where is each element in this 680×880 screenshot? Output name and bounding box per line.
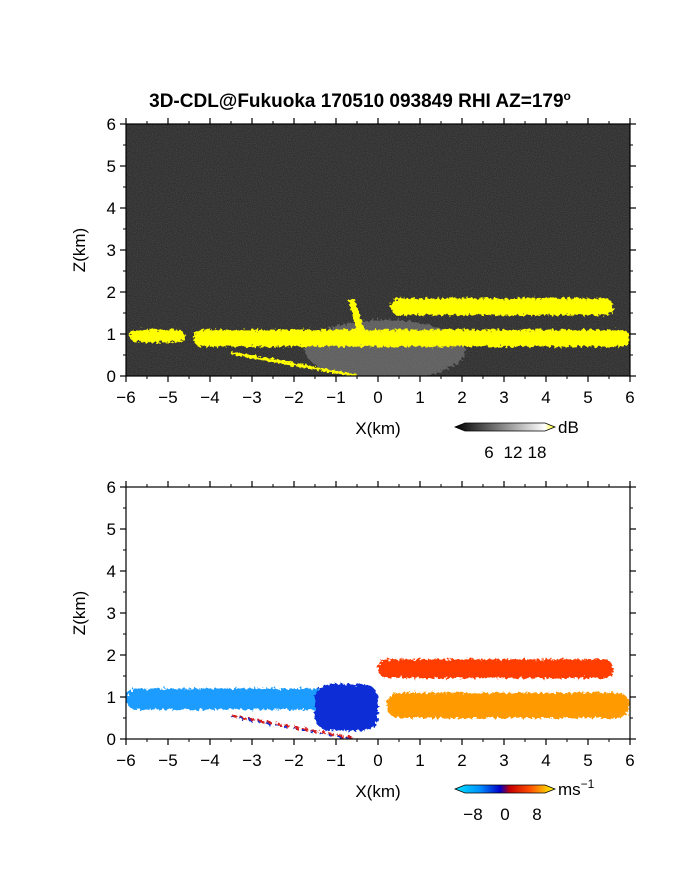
velocity-ytick-label: 3 [107,604,116,623]
snr-feature-aerosol-layer [390,298,614,316]
snr-colorbar-tick-label: 12 [504,443,523,462]
velocity-ytick-label: 0 [107,730,116,749]
snr-ytick-label: 6 [107,115,116,134]
velocity-xtick-label: −2 [284,751,303,770]
snr-colorbar-tick-label: 18 [528,443,547,462]
snr-xtick-label: −1 [326,388,345,407]
velocity-xtick-label: 6 [625,751,634,770]
snr-xtick-label: 5 [583,388,592,407]
velocity-colorbar-bar [453,784,557,794]
velocity-ytick-label: 4 [107,562,116,581]
velocity-panel: −6 −5 −4 −3 −2 −1 0 1 2 3 4 5 6 0 1 2 3 4 5 6 X(km) Z(km) m… [70,478,636,824]
snr-xlabel: X(km) [355,419,400,438]
snr-feature-ground-echo [230,351,358,376]
snr-xtick-label: 2 [457,388,466,407]
velocity-xtick-label: −3 [242,751,261,770]
velocity-colorbar-tick-label: 0 [500,805,509,824]
velocity-xtick-label: 3 [499,751,508,770]
snr-xtick-label: 0 [373,388,382,407]
velocity-feature-upper-layer [378,659,614,679]
snr-ylabel: Z(km) [70,228,89,272]
snr-colorbar-bar [453,422,557,432]
snr-xtick-label: 3 [499,388,508,407]
snr-ytick-label: 5 [107,157,116,176]
velocity-ytick-label: 5 [107,520,116,539]
snr-feature-western-patch [130,329,185,343]
snr-xtick-label: −4 [200,388,219,407]
snr-xtick-label: −2 [284,388,303,407]
velocity-feature-ground-echo-dash [230,715,358,739]
velocity-xtick-label: 1 [415,751,424,770]
snr-ytick-label: 0 [107,367,116,386]
snr-colorbar-unit: dB [558,418,579,437]
velocity-colorbar: ms−1 −8 0 8 [453,777,595,824]
velocity-colorbar-unit: ms−1 [558,777,595,799]
snr-xtick-label: −5 [158,388,177,407]
snr-xtick-label: 6 [625,388,634,407]
velocity-ylabel: Z(km) [70,591,89,635]
snr-colorbar-tick-label: 6 [484,443,493,462]
velocity-ytick-label: 2 [107,646,116,665]
velocity-xtick-label: −1 [326,751,345,770]
velocity-feature-core [315,684,378,731]
snr-xtick-label: 4 [541,388,550,407]
velocity-feature-west-layer [126,688,366,710]
velocity-xlabel: X(km) [355,782,400,801]
snr-feature-plume [348,298,366,334]
snr-ytick-label: 4 [107,199,116,218]
velocity-xtick-label: 5 [583,751,592,770]
snr-xtick-label: −6 [116,388,135,407]
snr-xtick-label: 1 [415,388,424,407]
velocity-xtick-label: 4 [541,751,550,770]
snr-ytick-label: 3 [107,241,116,260]
velocity-feature-lower-east-layer [386,692,630,718]
snr-ytick-label: 2 [107,283,116,302]
snr-colorbar: dB 6 12 18 [453,418,579,462]
velocity-colorbar-tick-label: 8 [532,805,541,824]
velocity-ytick-label: 6 [107,478,116,497]
velocity-xtick-label: −6 [116,751,135,770]
velocity-xtick-label: −4 [200,751,219,770]
snr-xtick-label: −3 [242,388,261,407]
snr-feature-low-layer [193,329,630,347]
velocity-ytick-label: 1 [107,688,116,707]
velocity-xtick-label: −5 [158,751,177,770]
velocity-xtick-label: 2 [457,751,466,770]
figure-title: 3D-CDL@Fukuoka 170510 093849 RHI AZ=179o [149,89,571,112]
velocity-colorbar-tick-label: −8 [463,805,482,824]
velocity-xtick-label: 0 [373,751,382,770]
snr-ytick-label: 1 [107,325,116,344]
